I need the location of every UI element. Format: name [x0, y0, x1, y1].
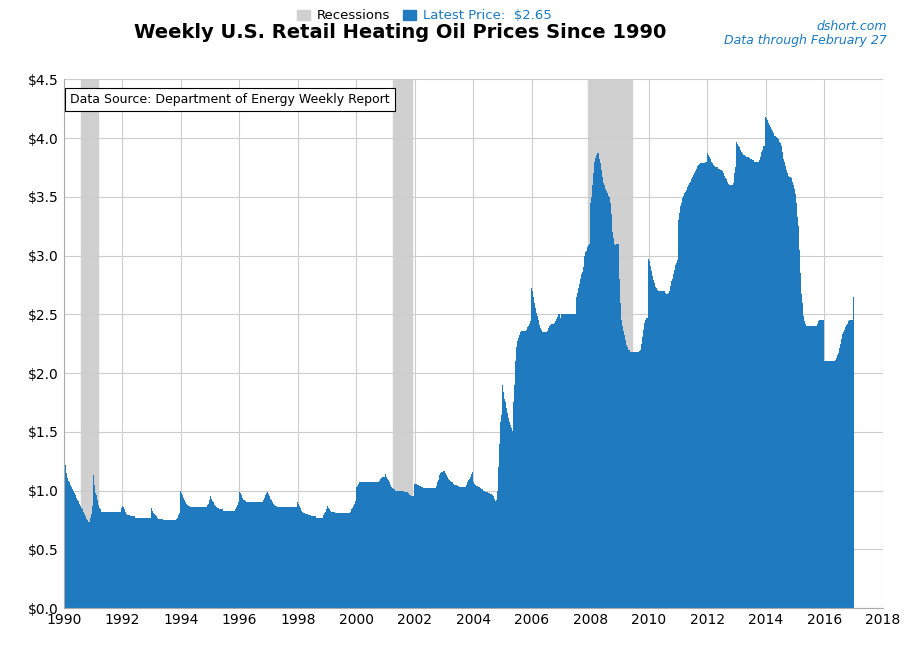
Text: Data Source: Department of Energy Weekly Report: Data Source: Department of Energy Weekly…: [70, 93, 389, 106]
Bar: [393, 79, 412, 608]
Text: Data through February 27: Data through February 27: [724, 34, 887, 48]
Bar: [81, 79, 98, 608]
Text: Weekly U.S. Retail Heating Oil Prices Since 1990: Weekly U.S. Retail Heating Oil Prices Si…: [134, 23, 667, 42]
Text: dshort.com: dshort.com: [817, 20, 887, 33]
Bar: [588, 79, 632, 608]
Legend: Recessions, Latest Price:  $2.65: Recessions, Latest Price: $2.65: [291, 4, 557, 28]
